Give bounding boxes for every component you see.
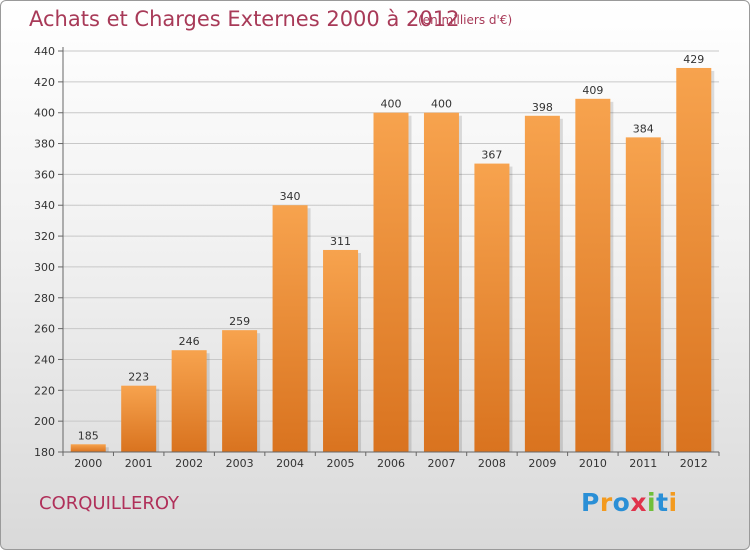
y-tick-label: 420 (34, 76, 55, 89)
x-tick-label-2009: 2009 (528, 457, 556, 470)
y-tick-label: 260 (34, 323, 55, 336)
x-tick-label-2002: 2002 (175, 457, 203, 470)
logo-letter: i (668, 488, 678, 517)
bar-2011 (625, 137, 661, 452)
logo-letter: i (647, 488, 657, 517)
axes (58, 47, 720, 456)
y-tick-label: 200 (34, 415, 55, 428)
bar-2003 (222, 330, 258, 452)
value-label-2000: 185 (78, 429, 99, 442)
value-label-2012: 429 (683, 53, 704, 66)
bar-2008 (474, 163, 510, 453)
value-label-2011: 384 (633, 122, 654, 135)
value-label-2004: 340 (280, 190, 301, 203)
y-tick-label: 320 (34, 230, 55, 243)
commune-name: CORQUILLEROY (39, 493, 180, 514)
bar-2007 (423, 112, 459, 452)
logo-letter: o (612, 488, 631, 517)
proxiti-logo: Proxiti (581, 488, 678, 517)
logo-letter: x (630, 488, 647, 517)
bar-2004 (272, 205, 308, 452)
bar-2005 (323, 249, 359, 452)
chart-subtitle: (en milliers d'€) (418, 13, 513, 27)
y-tick-label: 340 (34, 199, 55, 212)
bars (70, 67, 715, 453)
x-tick-label-2003: 2003 (226, 457, 254, 470)
y-tick-label: 240 (34, 353, 55, 366)
bar-2010 (575, 98, 611, 453)
x-tick-label-2004: 2004 (276, 457, 304, 470)
value-label-2005: 311 (330, 235, 351, 248)
y-tick-label: 280 (34, 292, 55, 305)
bar-2009 (524, 115, 560, 453)
y-tick-label: 220 (34, 384, 55, 397)
y-tick-label: 440 (34, 45, 55, 58)
x-tick-label-2011: 2011 (629, 457, 657, 470)
y-tick-label: 380 (34, 138, 55, 151)
chart-title: Achats et Charges Externes 2000 à 2012 (29, 7, 460, 31)
x-tick-label-2012: 2012 (680, 457, 708, 470)
logo-letter: P (581, 488, 600, 517)
bar-2000 (70, 444, 106, 452)
y-tick-label: 360 (34, 168, 55, 181)
bar-2006 (373, 112, 409, 452)
bar-2002 (171, 350, 207, 452)
value-label-2006: 400 (381, 98, 402, 111)
bar-2012 (676, 67, 712, 452)
x-tick-label-2005: 2005 (327, 457, 355, 470)
x-tick-label-2010: 2010 (579, 457, 607, 470)
value-label-2010: 409 (582, 84, 603, 97)
value-label-2001: 223 (128, 371, 149, 384)
y-tick-label: 180 (34, 446, 55, 459)
value-label-2003: 259 (229, 315, 250, 328)
logo-letter: r (599, 488, 613, 517)
logo-letter: t (656, 488, 669, 517)
value-label-2008: 367 (481, 149, 502, 162)
x-tick-label-2001: 2001 (125, 457, 153, 470)
x-tick-label-2007: 2007 (427, 457, 455, 470)
y-tick-label: 300 (34, 261, 55, 274)
value-label-2002: 246 (179, 335, 200, 348)
value-label-2007: 400 (431, 98, 452, 111)
x-tick-label-2000: 2000 (74, 457, 102, 470)
x-tick-label-2006: 2006 (377, 457, 405, 470)
value-label-2009: 398 (532, 101, 553, 114)
bar-2001 (121, 385, 157, 452)
x-tick-label-2008: 2008 (478, 457, 506, 470)
y-tick-label: 400 (34, 107, 55, 120)
labels: 180 200 220 240 260 280 300 320 340 360 380 400 420 4… (34, 45, 708, 470)
